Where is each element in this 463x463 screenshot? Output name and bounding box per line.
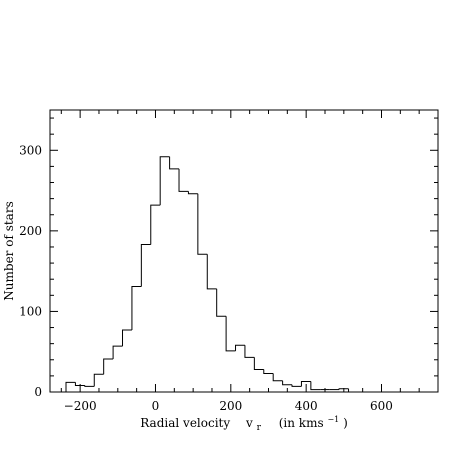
x-tick-label: 200 xyxy=(219,399,242,413)
x-tick-label: −200 xyxy=(64,399,97,413)
histogram-bin xyxy=(84,385,95,387)
histogram-bin xyxy=(235,344,245,351)
x-axis-label: Radial velocity v r (in kms −1 ) xyxy=(140,411,348,433)
histogram-bin xyxy=(74,382,85,387)
histogram-bin xyxy=(225,316,236,352)
x-axis-label-main: Radial velocity xyxy=(140,416,230,430)
x-axis-label-symbol: v xyxy=(245,416,253,430)
major-ticks xyxy=(50,110,438,393)
histogram-bin xyxy=(300,381,311,387)
x-axis-label-subscript: r xyxy=(257,423,262,433)
histogram-bin xyxy=(263,369,274,374)
histogram-bin xyxy=(122,329,132,347)
y-tick-label: 0 xyxy=(34,385,42,399)
histogram-bin xyxy=(197,193,208,255)
x-axis-label-units: (in kms xyxy=(279,416,324,430)
x-axis-label-units-exponent: −1 xyxy=(327,415,339,424)
histogram-bin xyxy=(178,168,189,192)
minor-ticks xyxy=(50,110,439,392)
histogram-bins xyxy=(65,156,358,393)
x-axis-label-units-close: ) xyxy=(343,416,348,430)
histogram-bin xyxy=(93,373,104,387)
histogram-bin xyxy=(206,254,217,290)
histogram-bin xyxy=(103,358,114,375)
histogram-bin xyxy=(310,381,321,391)
histogram-bin xyxy=(282,380,293,386)
histogram-bin xyxy=(253,357,264,370)
x-tick-label: 600 xyxy=(370,399,393,413)
tick-labels: −200 0 200 400 600 0 100 200 300 xyxy=(19,143,393,413)
histogram-bin xyxy=(169,156,180,170)
histogram-bin xyxy=(112,345,123,359)
histogram-bin xyxy=(244,345,255,358)
histogram-bin xyxy=(187,191,198,195)
histogram-bin xyxy=(338,388,349,390)
histogram-bin xyxy=(291,384,302,387)
histogram-bin xyxy=(131,285,142,330)
y-axis-label: Number of stars xyxy=(2,201,16,300)
plot-frame xyxy=(49,109,439,393)
y-tick-label: 100 xyxy=(19,304,42,318)
y-tick-label: 300 xyxy=(19,143,42,157)
histogram-bin xyxy=(65,381,76,392)
histogram-bin xyxy=(272,373,283,382)
histogram-bin xyxy=(150,204,161,245)
x-tick-label: 400 xyxy=(295,399,318,413)
histogram-bin xyxy=(216,288,227,317)
histogram-bin xyxy=(140,244,151,287)
histogram-bin xyxy=(159,156,170,206)
x-tick-label: 0 xyxy=(152,399,160,413)
y-tick-label: 200 xyxy=(19,224,42,238)
